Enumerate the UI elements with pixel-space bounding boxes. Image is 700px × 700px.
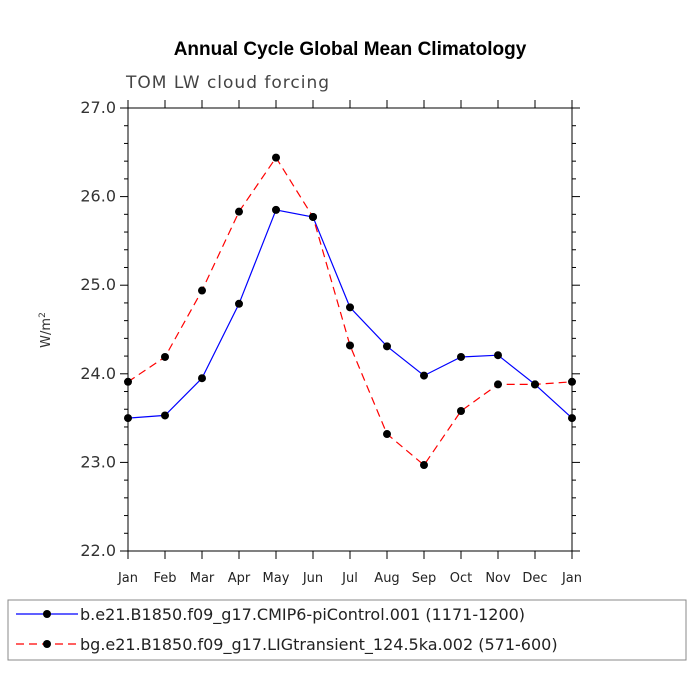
x-tick-label: Aug	[374, 571, 399, 586]
data-point	[124, 414, 132, 423]
data-point	[198, 374, 206, 383]
x-tick-label: Mar	[190, 571, 215, 586]
plot-frame	[127, 107, 573, 552]
data-point	[198, 286, 206, 295]
legend-item: bg.e21.B1850.f09_g17.LIGtransient_124.5k…	[16, 635, 558, 655]
x-tick-label: Apr	[228, 571, 251, 586]
y-tick-labels: 22.0 23.0 24.0 25.0 26.0 27.0	[80, 98, 116, 560]
chart-title: Annual Cycle Global Mean Climatology	[174, 39, 527, 60]
data-point	[124, 377, 132, 386]
series-layer	[124, 153, 576, 470]
data-point	[383, 342, 391, 351]
data-point	[494, 380, 502, 389]
x-tick-labels: Jan Feb Mar Apr May Jun Jul Aug Sep Oct Nov Dec Jan	[117, 571, 582, 586]
legend-swatch-marker	[43, 640, 51, 648]
x-tick-label: Jan	[117, 571, 138, 586]
axis-ticks	[120, 100, 580, 559]
y-tick-label: 27.0	[80, 98, 116, 117]
data-point	[235, 207, 243, 216]
legend-item: b.e21.B1850.f09_g17.CMIP6-piControl.001 …	[16, 605, 525, 625]
series-1	[124, 205, 576, 423]
data-point	[272, 153, 280, 162]
svg-text:W/m2: W/m2	[38, 312, 54, 348]
data-point	[272, 205, 280, 214]
x-tick-label: Feb	[153, 571, 176, 586]
series-2	[124, 153, 576, 470]
series-line	[127, 209, 573, 419]
data-point	[494, 351, 502, 360]
data-point	[309, 212, 317, 221]
legend-box	[7, 599, 687, 661]
x-tick-label: Sep	[412, 571, 437, 586]
y-tick-label: 23.0	[80, 452, 116, 471]
legend: b.e21.B1850.f09_g17.CMIP6-piControl.001 …	[16, 605, 558, 655]
legend-label: b.e21.B1850.f09_g17.CMIP6-piControl.001 …	[80, 605, 525, 625]
y-axis-label: W/m2	[38, 312, 54, 348]
y-axis-label-text: W/m	[39, 318, 54, 348]
data-point	[568, 377, 576, 386]
data-point	[531, 380, 539, 389]
data-point	[420, 461, 428, 470]
x-tick-label: May	[263, 571, 290, 586]
data-point	[161, 352, 169, 361]
legend-swatch-marker	[43, 610, 51, 618]
y-tick-label: 26.0	[80, 187, 116, 206]
x-tick-label: Jun	[302, 571, 323, 586]
y-axis-label-superscript: 2	[38, 312, 48, 318]
x-tick-label: Jan	[561, 571, 582, 586]
data-point	[383, 430, 391, 439]
x-tick-label: Oct	[450, 571, 472, 586]
x-tick-label: Nov	[485, 571, 511, 586]
chart-subtitle: TOM LW cloud forcing	[125, 73, 330, 93]
data-point	[235, 299, 243, 308]
data-point	[346, 303, 354, 312]
x-tick-label: Jul	[341, 571, 358, 586]
data-point	[568, 414, 576, 423]
y-tick-label: 24.0	[80, 364, 116, 383]
y-tick-label: 22.0	[80, 541, 116, 560]
data-point	[161, 411, 169, 420]
data-point	[346, 341, 354, 350]
data-point	[457, 407, 465, 416]
data-point	[457, 352, 465, 361]
data-point	[420, 371, 428, 380]
y-tick-label: 25.0	[80, 275, 116, 294]
x-tick-label: Dec	[522, 571, 547, 586]
legend-label: bg.e21.B1850.f09_g17.LIGtransient_124.5k…	[80, 635, 558, 655]
